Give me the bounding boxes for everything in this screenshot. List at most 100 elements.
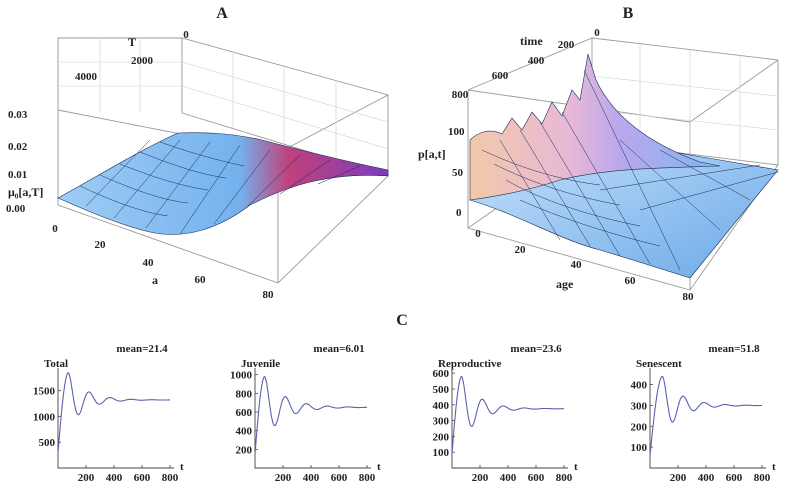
x-tick-label: 600 — [528, 472, 545, 484]
subplot-series-label: Juvenile — [241, 358, 280, 370]
y-tick-label: 500 — [39, 437, 56, 449]
panel-a-a-tick: 20 — [95, 239, 107, 251]
y-tick-label: 500 — [433, 384, 450, 396]
x-tick-label: 200 — [472, 472, 489, 484]
x-tick-label: 800 — [359, 472, 376, 484]
x-axis-label: t — [574, 461, 578, 473]
y-tick-label: 1500 — [33, 386, 56, 398]
x-tick-label: 200 — [78, 472, 95, 484]
x-tick-label: 600 — [134, 472, 151, 484]
y-tick-label: 600 — [236, 407, 253, 419]
x-tick-label: 200 — [670, 472, 687, 484]
panel-a-a-label: a — [152, 273, 158, 287]
x-tick-label: 600 — [726, 472, 743, 484]
panel-a-a-tick: 60 — [195, 274, 207, 286]
subplot-senescent: mean=51.8 Senescent 200 400 600 800 100 200 300 4… — [631, 343, 777, 484]
panel-a-z-tick: 0.02 — [8, 141, 28, 153]
x-tick-label: 400 — [698, 472, 715, 484]
panel-b-a-tick: 40 — [571, 259, 583, 271]
panel-b-a-label: age — [556, 277, 574, 291]
subplot-series-label: Reproductive — [438, 358, 501, 370]
x-axis-label: t — [180, 461, 184, 473]
panel-a-z-tick: 0.00 — [6, 203, 26, 215]
y-tick-label: 1000 — [33, 411, 56, 423]
x-tick-label: 400 — [500, 472, 517, 484]
subplot-title: mean=51.8 — [708, 343, 760, 355]
subplot-series-label: Total — [44, 358, 68, 370]
subplot-axes — [649, 368, 766, 469]
panel-b-t-ticks: 0 200 400 600 800 — [452, 27, 601, 101]
series-line — [57, 372, 170, 453]
panel-a-a-tick: 0 — [52, 223, 58, 235]
subplot-total: mean=21.4 Total 200 400 600 800 500 1000 1500 t — [33, 343, 184, 484]
x-axis-label: t — [772, 461, 776, 473]
panel-a-t-tick: 0 — [183, 29, 189, 41]
series-line — [649, 375, 762, 456]
y-tick-label: 800 — [236, 388, 253, 400]
panel-b-z-ticks: 100 50 0 — [448, 126, 465, 219]
panel-b-a-tick: 60 — [625, 275, 637, 287]
subplot-axes — [451, 368, 568, 469]
subplot-reproductive: mean=23.6 Reproductive 200 400 600 800 100 200 3… — [433, 343, 579, 484]
panel-b-a-ticks: 0 20 40 60 80 — [475, 228, 694, 303]
panel-b-z-label: p[a,t] — [418, 147, 446, 161]
panel-a-z-ticks: 0.03 0.02 0.01 0.00 — [6, 109, 28, 215]
panel-a-a-tick: 40 — [143, 257, 155, 269]
panel-b-z-tick: 100 — [448, 126, 465, 138]
panel-b-t-tick: 800 — [452, 89, 469, 101]
subplot-series-label: Senescent — [636, 358, 682, 370]
panel-a: A 0.03 0.02 0.01 0.00 μ₀[a,T] 0 2000 400… — [6, 5, 389, 301]
panel-a-z-tick: 0.03 — [8, 109, 28, 121]
subplot-axes — [57, 368, 174, 469]
panel-b-t-tick: 400 — [528, 55, 545, 67]
subplot-title: mean=6.01 — [313, 343, 364, 355]
panel-b-z-tick: 0 — [456, 207, 462, 219]
panel-b-back-grid — [591, 43, 779, 160]
panel-b-t-tick: 200 — [558, 39, 575, 51]
x-tick-label: 800 — [556, 472, 573, 484]
panel-a-mesh — [79, 139, 361, 235]
subplot-juvenile: mean=6.01 Juvenile 200 400 600 800 200 400 600 80… — [230, 343, 381, 484]
panel-b: B 100 50 0 p[a,t] 0 200 400 600 800 time… — [418, 5, 779, 303]
panel-a-surface — [57, 132, 389, 235]
panel-a-letter: A — [216, 5, 228, 22]
panel-b-t-tick: 0 — [594, 27, 600, 39]
panel-b-a-tick: 20 — [515, 244, 527, 256]
subplot-title: mean=21.4 — [116, 343, 168, 355]
subplot-title: mean=23.6 — [510, 343, 562, 355]
y-tick-label: 100 — [433, 447, 450, 459]
x-tick-label: 200 — [275, 472, 292, 484]
panel-c-letter: C — [396, 312, 408, 329]
y-tick-label: 300 — [433, 416, 450, 428]
x-tick-label: 800 — [162, 472, 179, 484]
panel-a-t-ticks: 0 2000 4000 — [75, 29, 189, 83]
x-tick-label: 400 — [106, 472, 123, 484]
series-line — [451, 375, 564, 454]
panel-b-letter: B — [623, 5, 634, 22]
y-tick-label: 100 — [631, 442, 648, 454]
panel-a-z-label: μ₀[a,T] — [8, 185, 43, 199]
y-tick-label: 300 — [631, 400, 648, 412]
y-tick-label: 600 — [433, 368, 450, 380]
panel-b-ridge-surface — [469, 53, 721, 201]
panel-a-back-grid — [58, 38, 389, 160]
y-tick-label: 200 — [631, 421, 648, 433]
panel-b-a-tick: 0 — [475, 228, 481, 240]
y-tick-label: 1000 — [230, 370, 253, 382]
x-tick-label: 800 — [754, 472, 771, 484]
panel-b-z-tick: 50 — [452, 167, 464, 179]
panel-b-mesh — [481, 69, 779, 271]
y-tick-label: 400 — [433, 400, 450, 412]
panel-a-t-tick: 4000 — [75, 71, 98, 83]
y-tick-label: 200 — [236, 444, 253, 456]
series-line — [254, 375, 367, 455]
x-tick-label: 600 — [331, 472, 348, 484]
x-axis-label: t — [377, 461, 381, 473]
panel-a-a-ticks: 0 20 40 60 80 — [52, 223, 274, 301]
panel-b-t-label: time — [520, 34, 543, 48]
panel-b-a-tick: 80 — [683, 291, 695, 303]
y-tick-label: 400 — [236, 426, 253, 438]
panel-a-a-tick: 80 — [263, 289, 275, 301]
